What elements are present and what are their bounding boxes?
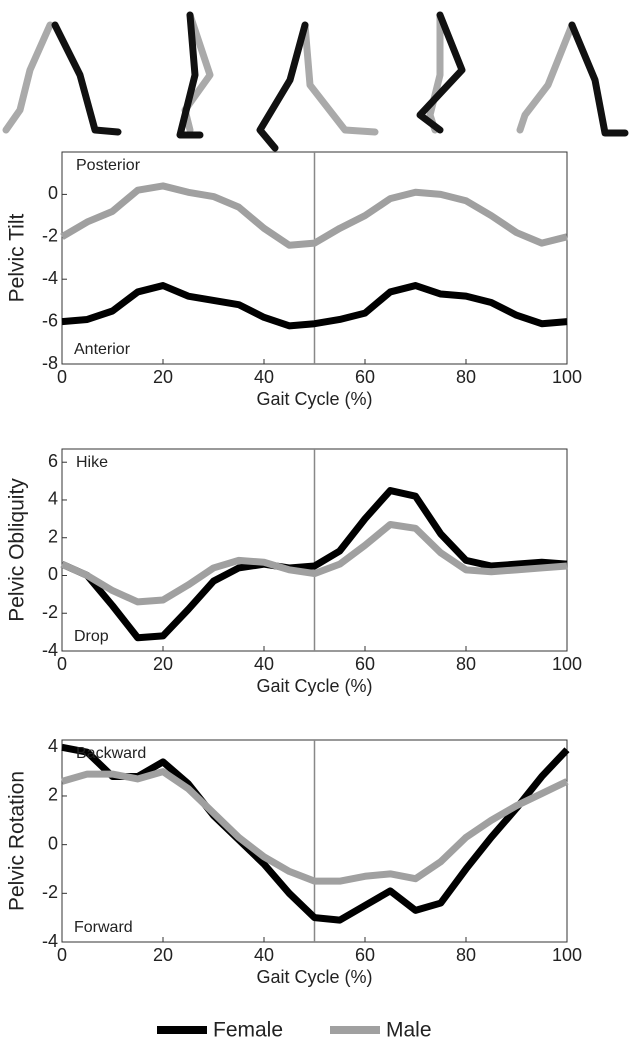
x-tick-label: 80 xyxy=(456,654,476,674)
annotation: Hike xyxy=(76,454,108,471)
y-tick-label: -2 xyxy=(42,882,58,902)
y-tick-label: 0 xyxy=(48,833,58,853)
x-tick-label: 0 xyxy=(57,367,67,387)
annotation: Backward xyxy=(76,745,146,762)
x-tick-label: 80 xyxy=(456,945,476,965)
x-tick-label: 40 xyxy=(254,654,274,674)
y-tick-label: 0 xyxy=(48,564,58,584)
y-tick-label: 6 xyxy=(48,451,58,471)
x-tick-label: 40 xyxy=(254,367,274,387)
y-tick-label: -2 xyxy=(42,226,58,246)
y-tick-label: -6 xyxy=(42,310,58,330)
y-axis-label: Pelvic Rotation xyxy=(6,771,29,911)
stick-figures xyxy=(2,11,629,152)
legend-label: Male xyxy=(386,1019,432,1042)
x-tick-label: 20 xyxy=(153,945,173,965)
series-line xyxy=(61,282,568,330)
x-axis-label: Gait Cycle (%) xyxy=(256,967,372,987)
y-tick-label: -4 xyxy=(42,931,58,951)
annotation: Anterior xyxy=(74,341,131,358)
x-tick-label: 60 xyxy=(355,945,375,965)
y-tick-label: -4 xyxy=(42,640,58,660)
y-tick-label: 0 xyxy=(48,183,58,203)
x-tick-label: 100 xyxy=(552,654,582,674)
x-tick-label: 20 xyxy=(153,654,173,674)
y-tick-label: -2 xyxy=(42,602,58,622)
x-axis-label: Gait Cycle (%) xyxy=(256,389,372,409)
x-tick-label: 40 xyxy=(254,945,274,965)
series-line xyxy=(61,768,569,885)
legend-label: Female xyxy=(213,1019,283,1042)
x-tick-label: 20 xyxy=(153,367,173,387)
series-line xyxy=(60,182,568,249)
legend: Female Male xyxy=(157,1019,432,1042)
annotation: Drop xyxy=(74,628,109,645)
y-axis-label: Pelvic Obliquity xyxy=(6,478,29,622)
y-tick-label: -4 xyxy=(42,268,58,288)
y-tick-label: 4 xyxy=(48,736,58,756)
x-tick-label: 0 xyxy=(57,654,67,674)
subplot: -8 -6 -4 -2 0 0 20 40 60 80 100 Gait Cycle (%) Pelvi… xyxy=(6,151,582,409)
annotation: Forward xyxy=(74,919,133,936)
y-tick-label: 2 xyxy=(48,785,58,805)
annotation: Posterior xyxy=(76,157,141,174)
x-tick-label: 60 xyxy=(355,654,375,674)
y-axis-label: Pelvic Tilt xyxy=(6,213,29,302)
series-line xyxy=(61,743,570,924)
x-tick-label: 100 xyxy=(552,367,582,387)
series-line xyxy=(60,487,568,642)
y-tick-label: 4 xyxy=(48,489,58,509)
x-tick-label: 100 xyxy=(552,945,582,965)
y-tick-label: 2 xyxy=(48,526,58,546)
series-line xyxy=(60,521,568,606)
x-tick-label: 80 xyxy=(456,367,476,387)
x-axis-label: Gait Cycle (%) xyxy=(256,676,372,696)
x-tick-label: 0 xyxy=(57,945,67,965)
y-tick-label: -8 xyxy=(42,353,58,373)
x-tick-label: 60 xyxy=(355,367,375,387)
